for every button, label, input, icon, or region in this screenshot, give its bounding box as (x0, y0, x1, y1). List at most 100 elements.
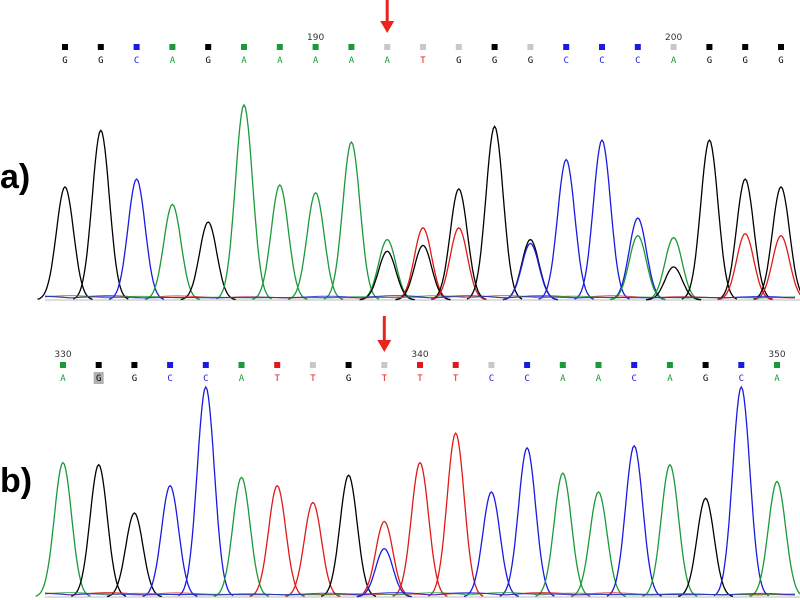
trace-peak-A (570, 491, 627, 598)
base-quality-box (274, 362, 281, 368)
base-call-label: T (274, 374, 280, 384)
base-quality-box (666, 362, 673, 368)
base-call-label: A (239, 374, 245, 384)
trace-peak-G (753, 185, 800, 300)
trace-peak-T (431, 227, 487, 301)
base-call-label: T (417, 374, 423, 384)
base-call-label: A (667, 374, 673, 384)
base-quality-box (417, 362, 423, 368)
base-call-label: T (310, 374, 316, 384)
position-label: 340 (411, 350, 428, 360)
base-call-label: C (134, 56, 139, 66)
trace-peak-G (320, 474, 377, 597)
base-call-label: G (132, 374, 137, 384)
trace-peak-C (610, 217, 666, 301)
trace-peak-T (285, 501, 341, 598)
base-call-label: A (774, 374, 780, 384)
base-quality-box (778, 44, 784, 50)
base-quality-box (381, 362, 388, 368)
base-call-label: A (313, 56, 319, 66)
base-call-label: C (167, 374, 172, 384)
base-call-label: T (420, 56, 426, 66)
position-label: 330 (54, 350, 71, 360)
trace-peak-A (216, 103, 272, 300)
base-quality-box (95, 362, 102, 368)
base-quality-box (131, 362, 138, 368)
base-call-label: G (456, 56, 461, 66)
base-call-label: G (742, 56, 747, 66)
base-call-label: T (382, 374, 388, 384)
trace-peak-C (142, 484, 198, 597)
trace-peak-C (502, 242, 559, 301)
base-quality-box (634, 44, 641, 50)
base-quality-box (384, 44, 391, 50)
base-call-label: G (528, 56, 533, 66)
trace-peak-G (180, 221, 236, 301)
base-quality-box (563, 44, 570, 50)
position-label: 350 (768, 350, 785, 360)
base-quality-box (706, 44, 713, 50)
base-quality-box (202, 362, 209, 368)
base-quality-box (488, 362, 495, 368)
base-call-label: A (671, 56, 677, 66)
base-call-label: A (596, 374, 602, 384)
trace-peak-A (144, 203, 201, 301)
trace-peak-C (108, 178, 165, 300)
background-noise (44, 294, 796, 299)
base-call-label: A (60, 374, 66, 384)
base-quality-box (167, 362, 174, 368)
trace-peak-A (646, 236, 702, 301)
panel-a-chromatogram: a) 190 200 G G C A G A A A A A T G G G C C C A G G G (0, 0, 800, 301)
base-quality-box (312, 44, 319, 50)
trace-peak-G (37, 185, 93, 300)
trace-peak-G (395, 244, 451, 301)
trace-peak-G (466, 125, 523, 300)
trace-peak-T (356, 520, 412, 598)
base-quality-box (60, 362, 66, 368)
base-call-label: G (492, 56, 497, 66)
base-call-label: C (739, 374, 744, 384)
base-quality-box (238, 362, 245, 368)
trace-peak-T (392, 461, 448, 597)
background-noise (44, 591, 796, 596)
base-quality-box (62, 44, 68, 50)
base-call-label: G (62, 56, 67, 66)
trace-peak-T (395, 227, 451, 301)
base-call-label: A (384, 56, 390, 66)
base-call-label: C (631, 374, 636, 384)
trace-peak-C (499, 446, 555, 597)
panel-label: a) (0, 158, 30, 196)
base-call-label: A (241, 56, 247, 66)
base-quality-box (348, 44, 355, 50)
base-quality-box (97, 44, 104, 50)
base-quality-box (738, 362, 745, 368)
base-call-label: A (349, 56, 355, 66)
trace-peak-G (681, 138, 738, 300)
base-quality-box (670, 44, 677, 50)
base-quality-box (599, 44, 605, 50)
trace-peak-A (35, 461, 91, 597)
trace-peak-A (323, 140, 380, 300)
trace-peak-C (713, 385, 770, 597)
base-quality-box (169, 44, 176, 50)
base-call-label: C (599, 56, 604, 66)
trace-peak-G (73, 129, 129, 300)
base-quality-box (276, 44, 283, 50)
base-quality-box (452, 362, 459, 368)
base-quality-box (491, 44, 498, 50)
trace-peak-C (356, 547, 412, 598)
base-quality-box (420, 44, 426, 50)
trace-peak-G (71, 463, 127, 597)
panel-label: b) (0, 462, 32, 500)
base-quality-box (631, 362, 638, 368)
trace-peak-A (287, 191, 344, 301)
base-quality-box (205, 44, 212, 50)
base-call-label: G (96, 374, 101, 384)
base-call-label: C (524, 374, 529, 384)
base-call-label: C (489, 374, 494, 384)
trace-peak-C (178, 385, 234, 597)
trace-peak-C (538, 158, 594, 300)
base-call-label: A (170, 56, 176, 66)
trace-peak-G (678, 497, 734, 598)
